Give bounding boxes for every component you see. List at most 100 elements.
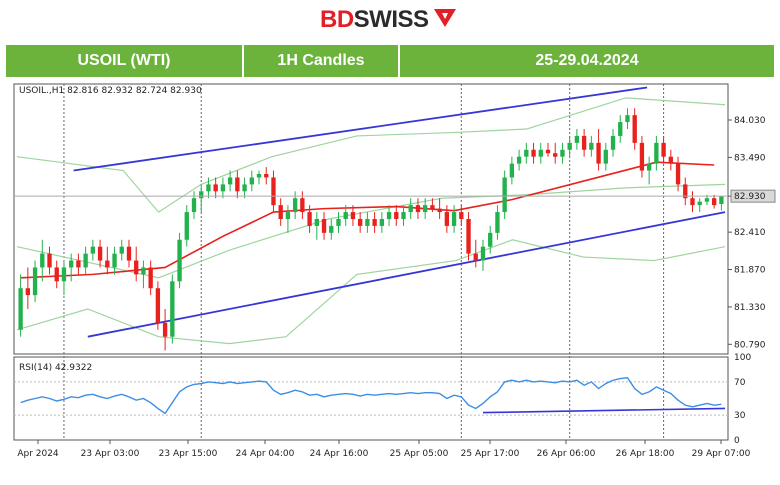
candle-body [220,184,226,192]
candle [567,135,572,157]
candle [538,142,543,164]
candle-body [589,142,594,150]
band-mid-line [16,183,726,279]
candle-body [54,267,59,282]
candle-body [134,260,139,275]
candle [610,129,616,157]
price-tick-label: 82.930 [734,192,766,202]
candle [581,129,587,157]
candle-body [256,174,262,178]
candle [199,184,204,213]
candle-body [516,156,522,164]
candle [603,142,608,171]
candle [516,149,522,171]
time-tick-label: 23 Apr 15:00 [159,449,218,459]
candle-body [386,212,392,219]
brand-flag-icon [434,9,456,27]
candle-body [401,212,406,219]
candle-body [618,122,623,136]
candle-body [329,225,334,233]
candle-body [271,177,276,206]
candle-body [502,177,507,213]
time-tick-label: 24 Apr 04:00 [236,449,295,459]
candle-body [473,253,478,261]
time-tick-label: 25 Apr 05:00 [390,449,449,459]
candle-body [697,201,702,206]
rsi-label: RSI(14) 42.9322 [19,363,92,373]
candle-body [40,253,45,268]
candle-body [437,208,442,213]
candle [264,167,269,185]
candle [415,198,421,219]
candle [148,260,153,296]
candle-body [711,198,717,206]
candle [466,212,471,261]
candle-body [206,184,211,192]
candle [329,219,334,240]
candle [350,205,356,226]
candle [285,205,291,233]
price-tick-label: 81.330 [734,303,766,313]
candle-body [191,198,197,213]
candle-body [581,135,587,150]
candle-body [314,219,319,226]
current-price-marker [730,189,776,203]
timeframe-label: 1H Candles [244,45,400,77]
candle [177,232,182,289]
candle-body [350,212,356,219]
candle [184,205,189,247]
candle-body [97,246,103,261]
candle-body [278,205,283,219]
candle-body [90,246,96,254]
candle [278,198,283,226]
brand-logo: BDSWISS [0,0,780,40]
candle-body [459,212,464,219]
candle [509,156,515,185]
candle-body [560,149,565,157]
candle [531,142,536,164]
candle-body [292,198,298,213]
candle-body [639,142,645,171]
chart-info-line: USOIL.,H1 82.816 82.932 82.724 82.930 [19,86,202,96]
candle [488,225,493,254]
candle-body [170,281,175,337]
candle-body [112,253,117,268]
candle-body [69,260,74,268]
candle [242,177,247,199]
candle-body [524,149,529,157]
band-lower-line [16,239,726,345]
candle-body [488,232,493,247]
moving-average [20,161,715,279]
candle-body [372,219,377,226]
candle [126,239,132,268]
candle [134,246,139,282]
candle-body [466,219,471,254]
brand-wordmark: BDSWISS [320,6,429,33]
candle [394,205,399,226]
candle-body [567,142,572,150]
candle [480,239,486,271]
candle [191,191,197,219]
candle-body [32,267,38,296]
candle [357,212,363,233]
candle [408,198,413,219]
candle [495,205,500,240]
candle-body [119,246,124,254]
candle [372,212,377,233]
candle [54,260,59,289]
candle-body [654,142,659,164]
candle-body [25,288,31,296]
candle [683,177,688,206]
time-axis: Apr 2024 23 Apr 03:00 23 Apr 15:00 24 Apr 0… [17,440,751,459]
candle [105,246,110,275]
time-tick-label: Apr 2024 [17,449,59,459]
candles [18,108,724,351]
candle-body [227,177,233,185]
chart-header: USOIL (WTI) 1H Candles 25-29.04.2024 [6,45,774,77]
candle-body [141,267,146,275]
time-tick-label: 23 Apr 03:00 [81,449,140,459]
candle [206,177,211,199]
candle-body [480,246,486,261]
candle [379,212,385,233]
candle [321,212,327,240]
